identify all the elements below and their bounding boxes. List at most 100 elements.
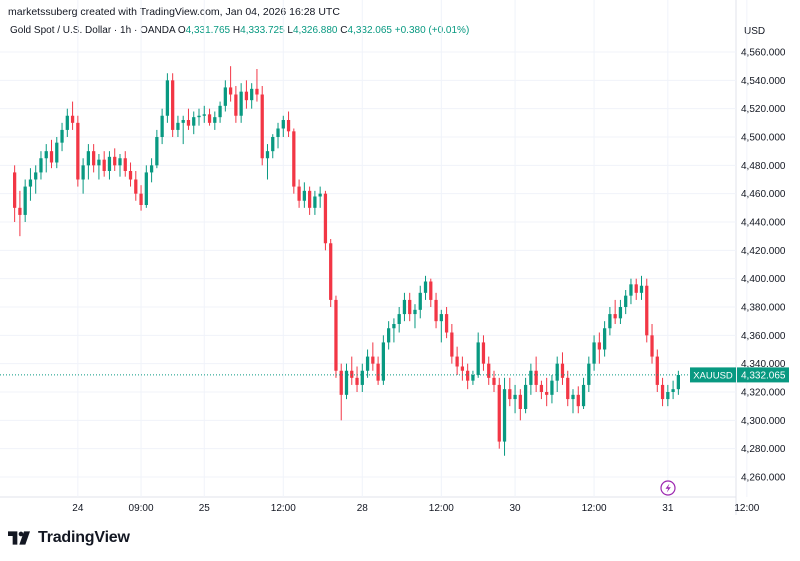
candle-body xyxy=(70,115,75,123)
candle-body xyxy=(539,384,544,392)
candle-body xyxy=(476,342,480,375)
candles xyxy=(13,66,680,456)
candle xyxy=(202,105,206,123)
candle xyxy=(44,144,48,173)
candle xyxy=(65,108,69,137)
candle-body xyxy=(113,156,117,166)
candle-body xyxy=(239,91,243,116)
candle xyxy=(624,290,628,315)
candle-body xyxy=(392,324,396,329)
y-tick-label: 4,380.000 xyxy=(741,303,786,314)
y-tick-label: 4,360.000 xyxy=(741,331,786,342)
candle xyxy=(344,363,349,400)
candle xyxy=(645,278,649,343)
candle-body xyxy=(602,328,607,350)
candle-body xyxy=(344,370,349,395)
candle-body xyxy=(144,172,148,205)
candle xyxy=(571,389,575,414)
tradingview-logo-icon xyxy=(8,531,30,545)
candle-body xyxy=(518,394,522,409)
candle xyxy=(418,285,422,319)
y-tick-label: 4,260.000 xyxy=(741,473,786,484)
candle-body xyxy=(634,284,638,293)
symbol-description[interactable]: Gold Spot / U.S. Dollar · 1h · OANDA xyxy=(10,25,176,36)
candle xyxy=(339,363,343,421)
lightning-icon[interactable] xyxy=(660,480,676,496)
candle-body xyxy=(460,366,465,371)
symbol-legend: Gold Spot / U.S. Dollar · 1h · OANDA O4,… xyxy=(10,25,469,36)
candle-body xyxy=(228,87,233,95)
candle xyxy=(613,299,617,324)
candle xyxy=(423,275,428,300)
candle-body xyxy=(650,335,654,357)
candle xyxy=(123,151,127,177)
candle-body xyxy=(28,179,33,187)
candle xyxy=(376,356,380,385)
candle xyxy=(497,377,501,449)
candle-body xyxy=(18,207,22,215)
candle-body xyxy=(297,186,301,201)
candle-body xyxy=(450,332,454,357)
candle xyxy=(381,335,386,385)
candle-body xyxy=(44,151,48,159)
candle-body xyxy=(271,137,275,152)
y-tick-label: 4,460.000 xyxy=(741,189,786,200)
candle-body xyxy=(128,171,133,180)
candle xyxy=(402,292,407,322)
candle xyxy=(97,154,101,180)
candle xyxy=(350,356,354,385)
candle xyxy=(286,111,291,137)
candle xyxy=(365,349,370,378)
candle-body xyxy=(329,243,333,300)
x-tick-label: 12:00 xyxy=(429,503,454,514)
candle-body xyxy=(413,309,417,315)
candle xyxy=(213,111,217,130)
candle-body xyxy=(97,159,101,166)
candle xyxy=(244,80,249,109)
candle-body xyxy=(508,389,512,400)
candle-body xyxy=(318,193,322,197)
candle xyxy=(197,108,201,126)
candle xyxy=(429,278,433,307)
candle-body xyxy=(176,122,180,130)
candle xyxy=(513,384,517,414)
candle xyxy=(234,86,238,123)
candle-body xyxy=(608,314,612,329)
candle xyxy=(476,332,480,378)
candle xyxy=(55,137,59,169)
candle xyxy=(329,239,333,307)
candle-body xyxy=(434,299,438,322)
candle xyxy=(302,182,306,208)
candle-body xyxy=(397,314,401,324)
candle xyxy=(155,129,159,169)
candle xyxy=(23,179,27,222)
current-symbol-badge xyxy=(690,367,736,383)
y-tick-label: 4,520.000 xyxy=(741,104,786,115)
open-value: 4,331.765 xyxy=(185,25,231,36)
candle-body xyxy=(223,87,227,106)
candle xyxy=(676,370,680,395)
y-tick-label: 4,420.000 xyxy=(741,246,786,257)
candle-body xyxy=(387,328,391,343)
candle-body xyxy=(207,114,212,123)
candle-body xyxy=(550,380,554,395)
candle xyxy=(60,122,64,152)
candle-body xyxy=(497,384,501,442)
candle-body xyxy=(655,356,659,385)
y-tick-label: 4,340.000 xyxy=(741,359,786,370)
candle xyxy=(581,377,586,409)
candle-body xyxy=(60,129,64,143)
candle xyxy=(181,115,185,145)
candle-body xyxy=(587,363,591,385)
candle-body xyxy=(381,342,386,381)
candle-body xyxy=(149,165,154,173)
candle xyxy=(313,190,317,215)
candle-body xyxy=(234,94,238,116)
candle xyxy=(508,377,512,407)
candle xyxy=(239,83,243,123)
candle xyxy=(539,380,544,400)
candle-body xyxy=(139,193,143,205)
candle-body xyxy=(286,120,291,132)
price-axis-currency[interactable]: USD xyxy=(744,26,766,37)
